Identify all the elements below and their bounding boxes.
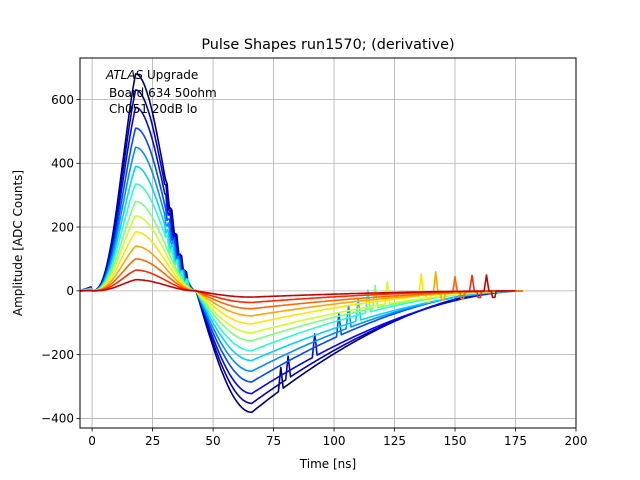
y-tick-label: −200 bbox=[41, 348, 74, 362]
x-tick-label: 125 bbox=[383, 434, 406, 448]
series-line-14 bbox=[80, 274, 516, 299]
annotation-upgrade: Upgrade bbox=[143, 68, 198, 82]
x-tick-label: 50 bbox=[205, 434, 220, 448]
y-tick-label: −400 bbox=[41, 412, 74, 426]
y-axis: −400 −200 0 200 400 600 bbox=[41, 93, 80, 426]
series-line-3 bbox=[80, 106, 523, 395]
annotation-atlas: ATLAS bbox=[105, 68, 144, 82]
annotation-line-3: Ch051 20dB lo bbox=[109, 102, 197, 116]
plot-frame bbox=[79, 57, 577, 429]
x-tick-label: 25 bbox=[145, 434, 160, 448]
x-tick-label: 150 bbox=[444, 434, 467, 448]
grid-lines bbox=[80, 58, 577, 428]
y-tick-label: 400 bbox=[51, 157, 74, 171]
x-tick-label: 100 bbox=[323, 434, 346, 448]
x-tick-label: 175 bbox=[504, 434, 527, 448]
series-line-12 bbox=[80, 258, 523, 310]
annotation: ATLAS Upgrade Board 634 50ohm Ch051 20dB… bbox=[105, 68, 217, 116]
x-axis: 0 25 50 75 100 125 150 175 200 bbox=[88, 428, 587, 448]
y-tick-label: 200 bbox=[51, 220, 74, 234]
y-tick-label: 0 bbox=[66, 284, 74, 298]
series-group bbox=[80, 73, 523, 414]
annotation-line-1: ATLAS Upgrade bbox=[105, 68, 198, 82]
annotation-line-2: Board 634 50ohm bbox=[109, 86, 217, 100]
series-line-11 bbox=[80, 245, 516, 317]
x-tick-label: 75 bbox=[266, 434, 281, 448]
series-line-6 bbox=[80, 165, 523, 362]
x-axis-label: Time [ns] bbox=[299, 457, 356, 471]
y-axis-label: Amplitude [ADC Counts] bbox=[11, 170, 25, 316]
chart-title: Pulse Shapes run1570; (derivative) bbox=[201, 37, 454, 53]
series-line-10 bbox=[80, 231, 509, 325]
y-tick-label: 600 bbox=[51, 93, 74, 107]
x-tick-label: 0 bbox=[88, 434, 96, 448]
series-line-9 bbox=[80, 215, 523, 334]
x-tick-label: 200 bbox=[565, 434, 588, 448]
